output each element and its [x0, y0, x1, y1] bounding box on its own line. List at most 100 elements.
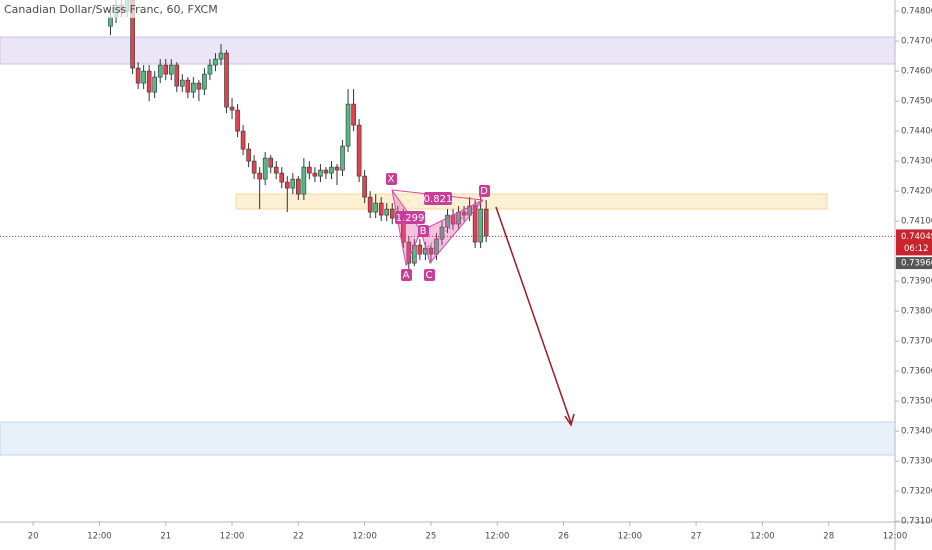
candle-body: [334, 166, 340, 171]
candle-body: [296, 178, 301, 195]
candle-body: [406, 241, 412, 264]
candle-body: [378, 202, 384, 216]
candle-body: [196, 82, 202, 90]
label-box: [386, 173, 397, 185]
label-box: [418, 225, 429, 237]
pattern-ratio: 1.299: [396, 213, 425, 224]
candle-body: [180, 79, 185, 87]
x-tick-label: 20: [28, 532, 39, 542]
x-tick-label: 27: [691, 532, 702, 542]
x-tick-label: 12:00: [352, 532, 377, 542]
candle-body: [213, 58, 218, 66]
candle-body: [384, 208, 390, 216]
candle-body: [318, 169, 323, 177]
x-tick-label: 26: [558, 532, 569, 542]
pattern-xab: [391, 189, 422, 267]
chart-title: Canadian Dollar/Swiss Franc, 60, FXCM: [4, 3, 218, 16]
candle-body: [246, 148, 251, 162]
candle-body: [185, 79, 191, 93]
pattern-ratio: 0.821: [424, 194, 453, 205]
x-tick-label: 12:00: [87, 532, 112, 542]
candle-body: [323, 169, 329, 174]
x-tick-label: 12:00: [485, 532, 510, 542]
candle-body: [461, 211, 467, 216]
candle-body: [141, 70, 146, 84]
candle-body: [389, 208, 395, 219]
candle-body: [224, 52, 229, 108]
last-price-label: 0.74049: [901, 232, 932, 242]
candle-body: [130, 0, 135, 69]
candle-body: [472, 205, 478, 243]
x-tick-label: 21: [160, 532, 171, 542]
arrow-head: [564, 413, 575, 427]
candle-body: [345, 103, 351, 147]
marker-price-label: 0.73960: [901, 259, 932, 269]
pattern-zone: [235, 193, 828, 210]
candle-body: [235, 109, 240, 132]
x-tick-label: 12:00: [883, 532, 908, 542]
last-price-box: [896, 229, 932, 256]
pattern-label: C: [426, 270, 433, 281]
candle-body: [329, 166, 334, 174]
candle-body: [262, 157, 268, 180]
pattern-label: D: [480, 186, 488, 197]
candle-body: [174, 64, 180, 87]
x-tick-label: 25: [426, 532, 437, 542]
harmonic-pattern: X A B C D 0.821 1.299: [386, 173, 490, 281]
candle-body: [367, 196, 373, 213]
candle-body: [218, 52, 224, 60]
x-tick-label: 22: [293, 532, 304, 542]
title-bg: [0, 0, 150, 18]
candle-body: [240, 130, 246, 150]
candle-body: [168, 64, 174, 75]
label-box: [424, 192, 452, 205]
candle-body: [284, 181, 290, 189]
countdown-label: 06:12: [904, 244, 929, 254]
x-tick-label: 12:00: [618, 532, 643, 542]
candle-body: [428, 247, 434, 255]
candle-body: [483, 208, 489, 237]
pattern-label: B: [420, 226, 427, 237]
candle-body: [362, 175, 367, 198]
candle-body: [202, 73, 207, 90]
candle-body: [152, 76, 157, 93]
candle-body: [251, 160, 257, 174]
pattern-label: A: [403, 270, 410, 281]
x-tick-label: 28: [823, 532, 834, 542]
pattern-ad-line: [405, 199, 484, 266]
label-box: [424, 269, 435, 281]
candle-body: [478, 208, 483, 243]
candle-body: [146, 70, 152, 93]
candle-body: [279, 172, 285, 183]
marker-price-box: [896, 257, 932, 270]
forecast-arrow: [495, 206, 572, 424]
candle-body: [434, 238, 439, 255]
candle-body: [356, 124, 362, 177]
label-box: [401, 269, 412, 281]
candle-body: [445, 214, 450, 228]
candle-body: [340, 145, 345, 171]
candle-body: [191, 82, 196, 93]
label-box: [479, 185, 490, 197]
candle-body: [207, 64, 213, 75]
pattern-label: X: [388, 174, 395, 185]
candle-body: [467, 205, 472, 216]
pattern-bcd: [420, 199, 484, 265]
candle-body: [157, 64, 163, 78]
candle-body: [163, 64, 169, 75]
